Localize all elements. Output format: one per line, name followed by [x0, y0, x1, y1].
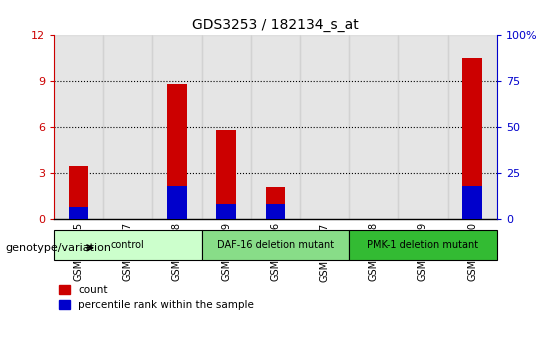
- Bar: [54, 230, 201, 260]
- Text: DAF-16 deletion mutant: DAF-16 deletion mutant: [217, 240, 334, 250]
- Bar: [349, 35, 399, 219]
- Bar: [201, 230, 349, 260]
- Bar: [69, 207, 89, 219]
- Bar: [217, 130, 236, 219]
- Title: GDS3253 / 182134_s_at: GDS3253 / 182134_s_at: [192, 18, 359, 32]
- Bar: [69, 166, 89, 219]
- Text: genotype/variation: genotype/variation: [5, 243, 111, 253]
- Bar: [448, 35, 497, 219]
- Bar: [167, 186, 187, 219]
- Bar: [349, 230, 497, 260]
- Bar: [251, 35, 300, 219]
- Text: PMK-1 deletion mutant: PMK-1 deletion mutant: [367, 240, 478, 250]
- Bar: [462, 58, 482, 219]
- Bar: [462, 186, 482, 219]
- Bar: [266, 187, 285, 219]
- Bar: [217, 204, 236, 219]
- Bar: [300, 35, 349, 219]
- Bar: [54, 35, 103, 219]
- Bar: [399, 35, 448, 219]
- Bar: [167, 84, 187, 219]
- Bar: [266, 204, 285, 219]
- Bar: [201, 35, 251, 219]
- Bar: [152, 35, 201, 219]
- Text: control: control: [111, 240, 145, 250]
- Legend: count, percentile rank within the sample: count, percentile rank within the sample: [59, 285, 254, 310]
- Bar: [103, 35, 152, 219]
